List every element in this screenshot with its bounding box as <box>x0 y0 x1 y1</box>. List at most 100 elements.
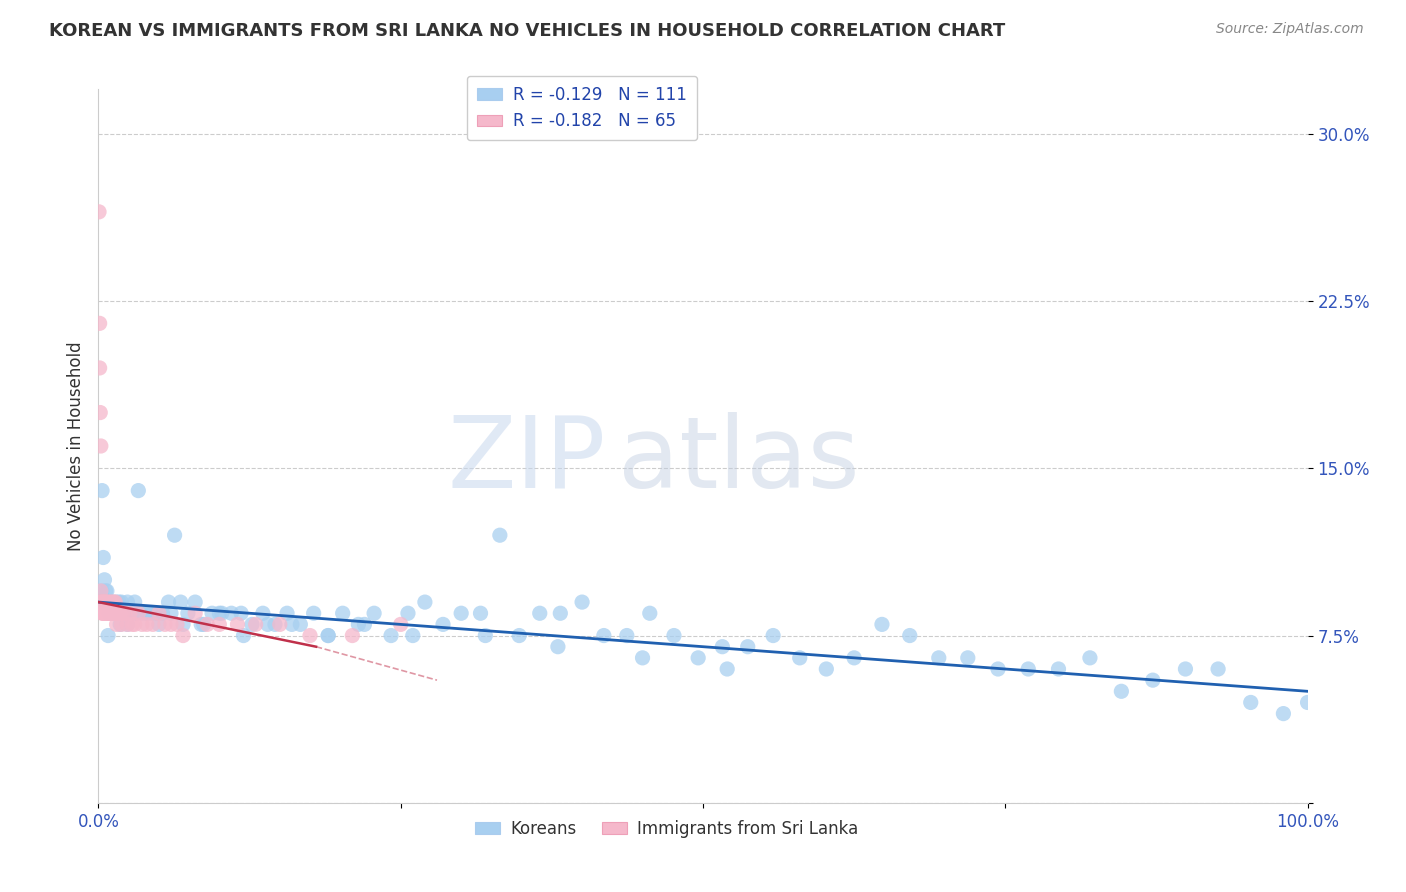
Point <box>94 595 117 609</box>
Point <box>547 640 569 654</box>
Point <box>111 607 134 621</box>
Point <box>97 607 120 621</box>
Point <box>108 607 131 621</box>
Text: KOREAN VS IMMIGRANTS FROM SRI LANKA NO VEHICLES IN HOUSEHOLD CORRELATION CHART: KOREAN VS IMMIGRANTS FROM SRI LANKA NO V… <box>49 22 1005 40</box>
Point <box>114 607 136 621</box>
Point <box>269 617 291 632</box>
Point <box>101 607 124 621</box>
Y-axis label: No Vehicles in Household: No Vehicles in Household <box>66 341 84 551</box>
Point <box>101 595 124 609</box>
Point <box>104 595 127 609</box>
Point <box>96 583 118 598</box>
Text: Source: ZipAtlas.com: Source: ZipAtlas.com <box>1216 22 1364 37</box>
Point <box>1240 696 1263 710</box>
Point <box>127 483 149 498</box>
Point <box>118 607 141 621</box>
Point <box>711 640 734 654</box>
Point <box>94 595 117 609</box>
Point <box>93 595 115 609</box>
Point <box>928 651 950 665</box>
Point <box>396 607 419 621</box>
Point <box>616 628 638 642</box>
Point <box>91 583 114 598</box>
Point <box>96 595 118 609</box>
Point <box>135 607 157 621</box>
Point <box>135 617 157 632</box>
Point <box>135 607 157 621</box>
Point <box>342 628 364 642</box>
Point <box>201 607 224 621</box>
Point <box>104 607 127 621</box>
Point <box>103 607 125 621</box>
Point <box>177 607 200 621</box>
Point <box>160 617 183 632</box>
Point <box>98 607 121 621</box>
Point <box>389 617 412 632</box>
Point <box>94 583 117 598</box>
Point <box>172 617 194 632</box>
Point <box>94 595 117 609</box>
Point <box>121 617 143 632</box>
Point <box>898 628 921 642</box>
Point <box>450 607 472 621</box>
Point <box>347 617 370 632</box>
Point <box>107 607 129 621</box>
Point <box>91 595 114 609</box>
Point <box>91 595 114 609</box>
Point <box>316 628 339 642</box>
Point <box>221 607 243 621</box>
Point <box>208 607 231 621</box>
Point <box>108 617 131 632</box>
Point <box>131 607 153 621</box>
Point <box>141 607 163 621</box>
Point <box>470 607 492 621</box>
Point <box>118 607 141 621</box>
Point <box>252 607 274 621</box>
Text: atlas: atlas <box>619 412 860 508</box>
Point <box>101 607 124 621</box>
Point <box>153 617 176 632</box>
Point <box>100 607 122 621</box>
Point <box>111 607 134 621</box>
Point <box>402 628 425 642</box>
Point <box>100 607 122 621</box>
Point <box>229 607 252 621</box>
Point <box>89 316 111 330</box>
Point <box>281 617 304 632</box>
Point <box>131 617 153 632</box>
Point <box>100 595 122 609</box>
Point <box>1272 706 1295 721</box>
Point <box>157 595 180 609</box>
Point <box>97 628 120 642</box>
Point <box>91 607 114 621</box>
Point <box>529 607 551 621</box>
Point <box>97 595 120 609</box>
Point <box>107 607 129 621</box>
Point <box>91 595 114 609</box>
Point <box>240 617 263 632</box>
Point <box>1078 651 1101 665</box>
Point <box>208 617 231 632</box>
Point <box>94 607 117 621</box>
Point <box>103 595 125 609</box>
Point <box>380 628 402 642</box>
Point <box>264 617 287 632</box>
Point <box>91 483 114 498</box>
Point <box>956 651 979 665</box>
Point <box>1111 684 1133 698</box>
Point <box>256 617 278 632</box>
Point <box>98 607 121 621</box>
Point <box>89 360 111 375</box>
Point <box>474 628 496 642</box>
Point <box>987 662 1010 676</box>
Point <box>1174 662 1197 676</box>
Point <box>103 607 125 621</box>
Point <box>124 617 146 632</box>
Point <box>90 439 112 453</box>
Point <box>638 607 661 621</box>
Point <box>716 662 738 676</box>
Point <box>1142 673 1164 687</box>
Point <box>91 550 114 565</box>
Point <box>124 607 146 621</box>
Point <box>290 617 312 632</box>
